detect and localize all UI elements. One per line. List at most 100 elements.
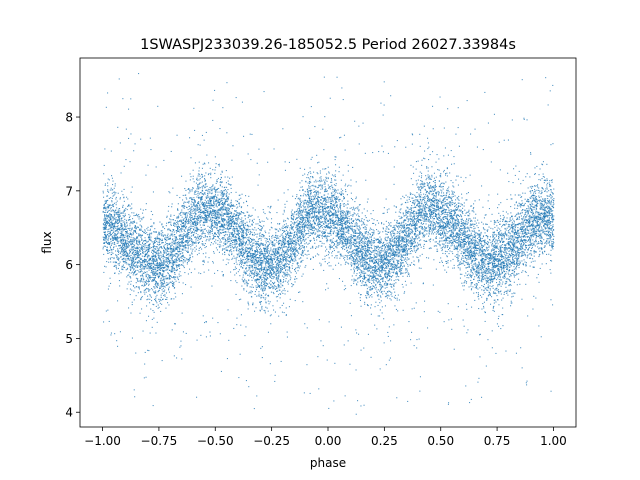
data-point <box>180 214 182 216</box>
data-point <box>121 251 123 253</box>
data-point <box>137 216 139 218</box>
data-point <box>277 235 279 237</box>
data-point <box>477 233 479 235</box>
data-point <box>453 264 455 266</box>
data-point <box>518 202 520 204</box>
data-point <box>136 264 138 266</box>
data-point <box>425 229 427 231</box>
data-point <box>214 235 216 237</box>
data-point <box>330 226 332 228</box>
data-point <box>379 285 381 287</box>
data-point <box>226 215 228 217</box>
data-point <box>224 252 226 254</box>
data-point <box>222 275 224 277</box>
data-point <box>213 214 215 216</box>
data-point <box>358 256 360 258</box>
data-point <box>112 189 114 191</box>
data-point <box>460 214 462 216</box>
data-point <box>285 260 287 262</box>
data-point <box>435 237 437 239</box>
data-point <box>242 224 244 226</box>
data-point <box>481 253 483 255</box>
data-point <box>168 205 170 207</box>
data-point <box>394 244 396 246</box>
data-point <box>385 252 387 254</box>
data-point <box>231 176 233 178</box>
data-point <box>251 245 253 247</box>
data-point <box>163 259 165 261</box>
data-point <box>235 261 237 263</box>
data-point <box>282 229 284 231</box>
data-point <box>229 219 231 221</box>
data-point <box>236 248 238 250</box>
data-point <box>509 226 511 228</box>
data-point <box>300 214 302 216</box>
data-point <box>110 247 112 249</box>
data-point <box>120 252 122 254</box>
data-point <box>166 215 168 217</box>
data-point <box>440 210 442 212</box>
data-point <box>364 284 366 286</box>
data-point <box>116 228 118 230</box>
data-point <box>423 219 425 221</box>
data-point <box>120 218 122 220</box>
data-point <box>400 229 402 231</box>
data-point <box>409 223 411 225</box>
data-point <box>110 234 112 236</box>
data-point <box>382 279 384 281</box>
data-point <box>154 254 156 256</box>
data-point <box>263 269 265 271</box>
data-point <box>542 221 544 223</box>
data-point <box>336 206 338 208</box>
data-point <box>530 261 532 263</box>
data-point <box>332 227 334 229</box>
data-point <box>418 187 420 189</box>
data-point <box>204 203 206 205</box>
data-point <box>392 227 394 229</box>
data-point <box>176 220 178 222</box>
data-point <box>350 269 352 271</box>
data-point <box>478 242 480 244</box>
data-point <box>336 246 338 248</box>
data-point <box>481 281 483 283</box>
data-point <box>411 244 413 246</box>
data-point <box>484 91 486 93</box>
data-point <box>205 220 207 222</box>
data-point <box>467 270 469 272</box>
data-point <box>293 249 295 251</box>
data-point <box>334 156 336 158</box>
data-point <box>524 212 526 214</box>
data-point <box>518 222 520 224</box>
data-point <box>407 196 409 198</box>
data-point <box>507 213 509 215</box>
data-point <box>517 260 519 262</box>
data-point <box>346 211 348 213</box>
data-point <box>179 231 181 233</box>
data-point <box>448 231 450 233</box>
data-point <box>220 173 222 175</box>
data-point <box>541 190 543 192</box>
data-point <box>532 186 534 188</box>
data-point <box>251 265 253 267</box>
data-point <box>455 223 457 225</box>
data-point <box>451 192 453 194</box>
data-point <box>133 215 135 217</box>
data-point <box>156 302 158 304</box>
data-point <box>230 206 232 208</box>
data-point <box>412 166 414 168</box>
data-point <box>239 213 241 215</box>
data-point <box>308 219 310 221</box>
data-point <box>128 217 130 219</box>
data-point <box>300 230 302 232</box>
data-point <box>250 266 252 268</box>
data-point <box>293 232 295 234</box>
data-point <box>104 238 106 240</box>
data-point <box>546 188 548 190</box>
data-point <box>543 211 545 213</box>
data-point <box>393 166 395 168</box>
data-point <box>314 194 316 196</box>
data-point <box>113 187 115 189</box>
data-point <box>259 260 261 262</box>
data-point <box>492 245 494 247</box>
data-point <box>395 251 397 253</box>
